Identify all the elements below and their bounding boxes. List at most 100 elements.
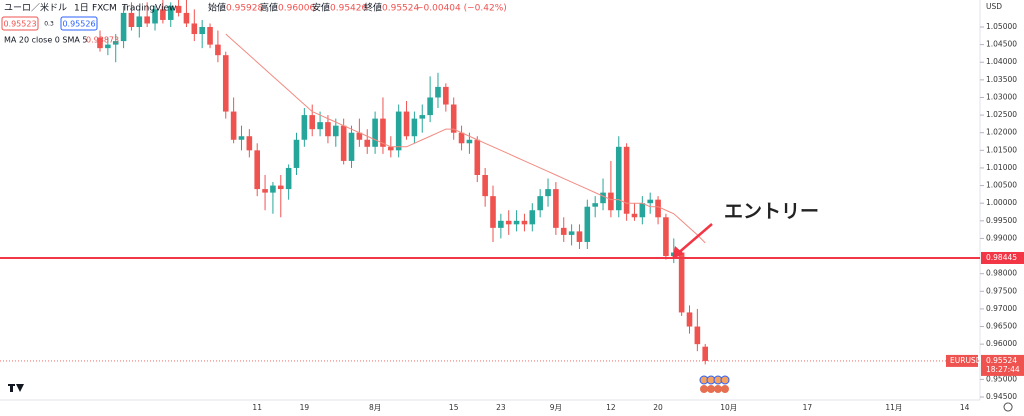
ohlc-name: 安値 (312, 2, 330, 14)
candle-body (348, 132, 355, 161)
symbol-label-bg (946, 354, 978, 367)
sell-box[interactable] (1, 16, 39, 31)
candle-body (505, 220, 512, 225)
candle-body (270, 185, 276, 193)
candle-body (466, 139, 473, 144)
symbol-label: EURUSD (950, 356, 982, 365)
ohlc-name: 始値 (208, 2, 226, 14)
buy-box[interactable] (60, 16, 98, 31)
candle-body (97, 37, 103, 49)
candle-body (694, 326, 701, 345)
candle-body (380, 118, 386, 147)
x-tick-label: 23 (496, 403, 506, 412)
candle-body (136, 16, 143, 27)
x-tick-label: 17 (803, 403, 813, 412)
candle-body (277, 185, 284, 190)
candle-body (513, 220, 520, 225)
ohlc-name: 高値 (260, 2, 278, 14)
candle-body (340, 125, 347, 161)
source: FXCM (92, 4, 117, 14)
candle-body (403, 111, 410, 137)
candle-body (474, 139, 481, 175)
candle-body (301, 115, 308, 140)
candle-body (395, 111, 402, 151)
y-tick-label: 0.99000 (986, 233, 1017, 242)
plot (97, 0, 709, 365)
y-tick-label: 1.02500 (986, 110, 1017, 119)
candle-body (207, 26, 213, 45)
candle-body (537, 196, 543, 211)
candle-body (128, 12, 135, 27)
spread: 0.3 (44, 21, 54, 28)
candle-body (215, 44, 221, 56)
hline-label: 0.98445 (986, 253, 1017, 262)
candle-body (584, 206, 591, 242)
candle-body (112, 41, 119, 45)
candle-body (568, 231, 575, 235)
candle-body (663, 217, 669, 257)
candle-body (600, 192, 606, 204)
y-tick-label: 1.04000 (986, 57, 1017, 66)
ma-line (225, 33, 706, 244)
x-tick-label: 8月 (369, 403, 381, 412)
candle-body (222, 55, 229, 112)
candle-body (175, 5, 182, 13)
settings-icon[interactable] (1003, 402, 1013, 412)
y-tick-label: 0.97500 (986, 286, 1017, 295)
candle-body (427, 97, 433, 116)
hline-label-bg (981, 251, 1024, 264)
candle-body (364, 139, 371, 147)
y-tick-label: 0.96500 (986, 322, 1017, 331)
candle-body (199, 26, 205, 35)
arrow (675, 223, 713, 256)
y-tick-label: 1.00000 (986, 198, 1017, 207)
candle-body (191, 23, 198, 35)
ohlc-name: 終値 (364, 2, 382, 14)
y-tick-label: 1.03000 (986, 92, 1017, 101)
x-tick-label: 14 (960, 403, 970, 412)
candle-body (246, 136, 253, 151)
countdown: 18:27:44 (986, 365, 1020, 374)
x-tick-label: 10月 (720, 403, 737, 412)
arrow-head (672, 246, 684, 259)
candle-body (498, 220, 504, 228)
candle-body (411, 118, 418, 137)
candle-body (167, 5, 174, 20)
candle-body (293, 139, 300, 168)
candle-body (419, 115, 426, 119)
candle-body (647, 199, 653, 204)
candle-body (655, 199, 661, 218)
candle-body (333, 125, 339, 137)
y-tick-label: 1.01500 (986, 145, 1017, 154)
candle-body (639, 203, 646, 218)
candle-body (631, 213, 638, 218)
y-tick-label: 0.97000 (986, 304, 1017, 313)
x-tick-label: 11月 (885, 403, 902, 412)
candle-body (254, 150, 260, 190)
bid[interactable]: 0.95523 (3, 20, 36, 29)
ask[interactable]: 0.95526 (62, 20, 95, 29)
event-icons (699, 375, 730, 393)
x-tick-label: 15 (449, 403, 459, 412)
x-tick-label: 20 (653, 403, 663, 412)
y-tick-label: 0.99500 (986, 216, 1017, 225)
candle-body (592, 203, 598, 207)
currency: USD (986, 2, 1002, 11)
y-tick-label: 0.98000 (986, 269, 1017, 278)
candle-body (230, 111, 237, 140)
x-tick-label: 9月 (550, 403, 562, 412)
candle-body (317, 122, 323, 130)
y-tick-label: 1.00500 (986, 181, 1017, 190)
candle-body (450, 104, 457, 133)
symbol-title: ユーロ／米ドル (4, 2, 67, 14)
candle-body (144, 16, 150, 24)
candle-body (388, 146, 394, 151)
candle-body (623, 146, 630, 214)
ohlc-value: 0.96006 (278, 4, 315, 14)
candle-body (686, 312, 693, 327)
candle-body (120, 12, 127, 42)
annotation: エントリー (724, 201, 819, 223)
candle-body (560, 227, 567, 235)
